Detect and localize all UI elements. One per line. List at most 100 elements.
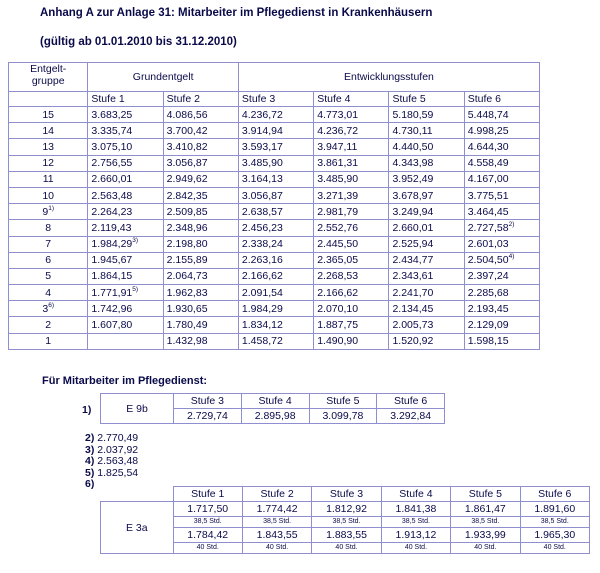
cell: 4.440,50: [388, 138, 465, 156]
column-header: Stufe 5: [450, 486, 521, 502]
hours: 38,5 Std.: [172, 516, 243, 528]
group: 15: [42, 108, 55, 121]
group-cell: 1: [7, 332, 89, 350]
cell: 2.155,89: [162, 251, 239, 269]
cell: 2.981,79: [313, 203, 390, 221]
cell: 1.771,915): [87, 284, 164, 302]
column-header: Stufe 6: [376, 393, 445, 409]
cell: 1.887,75: [313, 316, 390, 334]
main-table: Entgelt-gruppe Grundentgelt Entwicklungsst…: [7, 62, 541, 350]
value: 2.563,48: [97, 455, 139, 467]
value-row: 1.784,42 1.843,55 1.883,55 1.913,12 1.933,99…: [101, 527, 591, 543]
value: 1.812,92: [311, 501, 382, 517]
cell: 2.268,53: [313, 267, 390, 286]
hours: 38,5 Std.: [311, 516, 382, 528]
value: 3.099,78: [308, 408, 378, 424]
row: 5 1.864,15 2.064,73 2.166,62 2.268,53 2.343,6…: [7, 267, 541, 286]
footnote: 4) 2.563,48: [85, 455, 139, 468]
group: 14: [42, 124, 55, 137]
hours: 40 Std.: [311, 542, 382, 554]
hours: 38,5 Std.: [450, 516, 521, 528]
stufe-row: Stufe 1 Stufe 2 Stufe 3 Stufe 4 Stufe 5 Stufe…: [7, 91, 541, 107]
cell: 1.945,67: [87, 251, 164, 269]
value: 1.717,50: [172, 501, 243, 517]
group: 1: [45, 335, 52, 348]
column-header: Stufe 3: [311, 486, 382, 502]
cell: 2.338,24: [237, 235, 315, 253]
cell: 2.365,05: [313, 251, 390, 269]
group-cell: 12: [7, 154, 89, 172]
group: 7: [45, 238, 52, 251]
row: 12 2.756,55 3.056,87 3.485,90 3.861,31 4.343,…: [7, 154, 541, 172]
column-header: Stufe 1: [87, 91, 164, 107]
value: 1.843,55: [241, 527, 313, 543]
note: 6): [48, 301, 54, 309]
value: 2.729,74: [173, 408, 242, 424]
group-header: Entgelt-gruppe: [7, 62, 89, 92]
e9b-table: E 9b Stufe 3 Stufe 4 Stufe 5 Stufe 6 2.729,74…: [100, 393, 445, 424]
cell: 3.271,39: [313, 186, 390, 205]
cell: 3.464,45: [463, 203, 541, 221]
cell: 2.397,24: [463, 267, 541, 286]
value: 1.883,55: [311, 527, 382, 543]
group-cell: E 9b: [100, 393, 174, 424]
cell: 2.343,61: [388, 267, 465, 286]
group-cell: 7: [7, 235, 89, 253]
cell: 4.644,30: [463, 138, 541, 156]
cell: 4.343,98: [388, 154, 465, 172]
value: 1.861,47: [450, 501, 521, 517]
cell: 1.742,96: [87, 300, 164, 318]
cell: 2.638,57: [237, 203, 315, 221]
cell: 4.773,01: [313, 105, 390, 124]
group-cell: 4: [7, 284, 89, 302]
row: 6 1.945,67 2.155,89 2.263,16 2.365,05 2.434,7…: [7, 251, 541, 269]
cell: 2.264,23: [87, 203, 164, 221]
column-header: Stufe 5: [308, 393, 378, 409]
column-header: Stufe 3: [237, 91, 315, 107]
cell: 2.525,94: [388, 235, 465, 253]
group: 13: [42, 140, 55, 153]
footnote: 2) 2.770,49: [85, 432, 139, 445]
group-cell: 15: [7, 105, 89, 124]
cell: 2.563,48: [87, 186, 164, 205]
hours: 40 Std.: [380, 542, 452, 554]
cell: 5.448,74: [463, 105, 541, 124]
row: 10 2.563,48 2.842,35 3.056,87 3.271,39 3.678,…: [7, 186, 541, 205]
cell: 2.348,96: [162, 219, 239, 237]
row: 91) 2.264,23 2.509,85 2.638,57 2.981,79 3.249…: [7, 203, 541, 221]
marker: 2): [85, 432, 95, 444]
cell: 4.236,72: [237, 105, 315, 124]
group-cell: 13: [7, 138, 89, 156]
dev-header: Entwicklungsstufen: [237, 62, 541, 92]
value: 1.913,12: [380, 527, 452, 543]
row: 11 2.660,01 2.949,62 3.164,13 3.485,90 3.952,…: [7, 170, 541, 188]
cell: 3.056,87: [162, 154, 239, 172]
value: 1.825,54: [97, 466, 139, 479]
group-cell: 6: [7, 251, 89, 269]
hours: 40 Std.: [241, 542, 313, 554]
cell: 1.930,65: [162, 300, 239, 318]
value: 2.727,58: [467, 221, 509, 234]
group-cell: 36): [7, 300, 89, 318]
hours: 40 Std.: [519, 542, 591, 554]
footnotes: 2) 2.770,49 3) 2.037,92 4) 2.563,48 5) 1.82…: [85, 432, 139, 491]
hours: 40 Std.: [450, 542, 521, 554]
group-cell: 10: [7, 186, 89, 205]
cell: 2.129,09: [463, 316, 541, 334]
row: 4 1.771,915) 1.962,83 2.091,54 2.166,62 2.241…: [7, 284, 541, 302]
group: 9: [42, 205, 49, 218]
cell: 4.730,11: [388, 122, 465, 140]
cell: 2.166,62: [237, 267, 315, 286]
cell: 2.005,73: [388, 316, 465, 334]
column-header: Stufe 4: [380, 486, 452, 502]
cell: 3.593,17: [237, 138, 315, 156]
hours-row: 38,5 Std. 38,5 Std. 38,5 Std. 38,5 Std. 38,5…: [101, 516, 591, 528]
group: 2: [45, 319, 52, 332]
cell: [87, 332, 164, 350]
cell: 2.456,23: [237, 219, 315, 237]
marker: 4): [85, 455, 95, 467]
value: 2.770,49: [97, 432, 139, 444]
cell: 1.962,83: [162, 284, 239, 302]
cell: 1.598,15: [463, 332, 541, 350]
